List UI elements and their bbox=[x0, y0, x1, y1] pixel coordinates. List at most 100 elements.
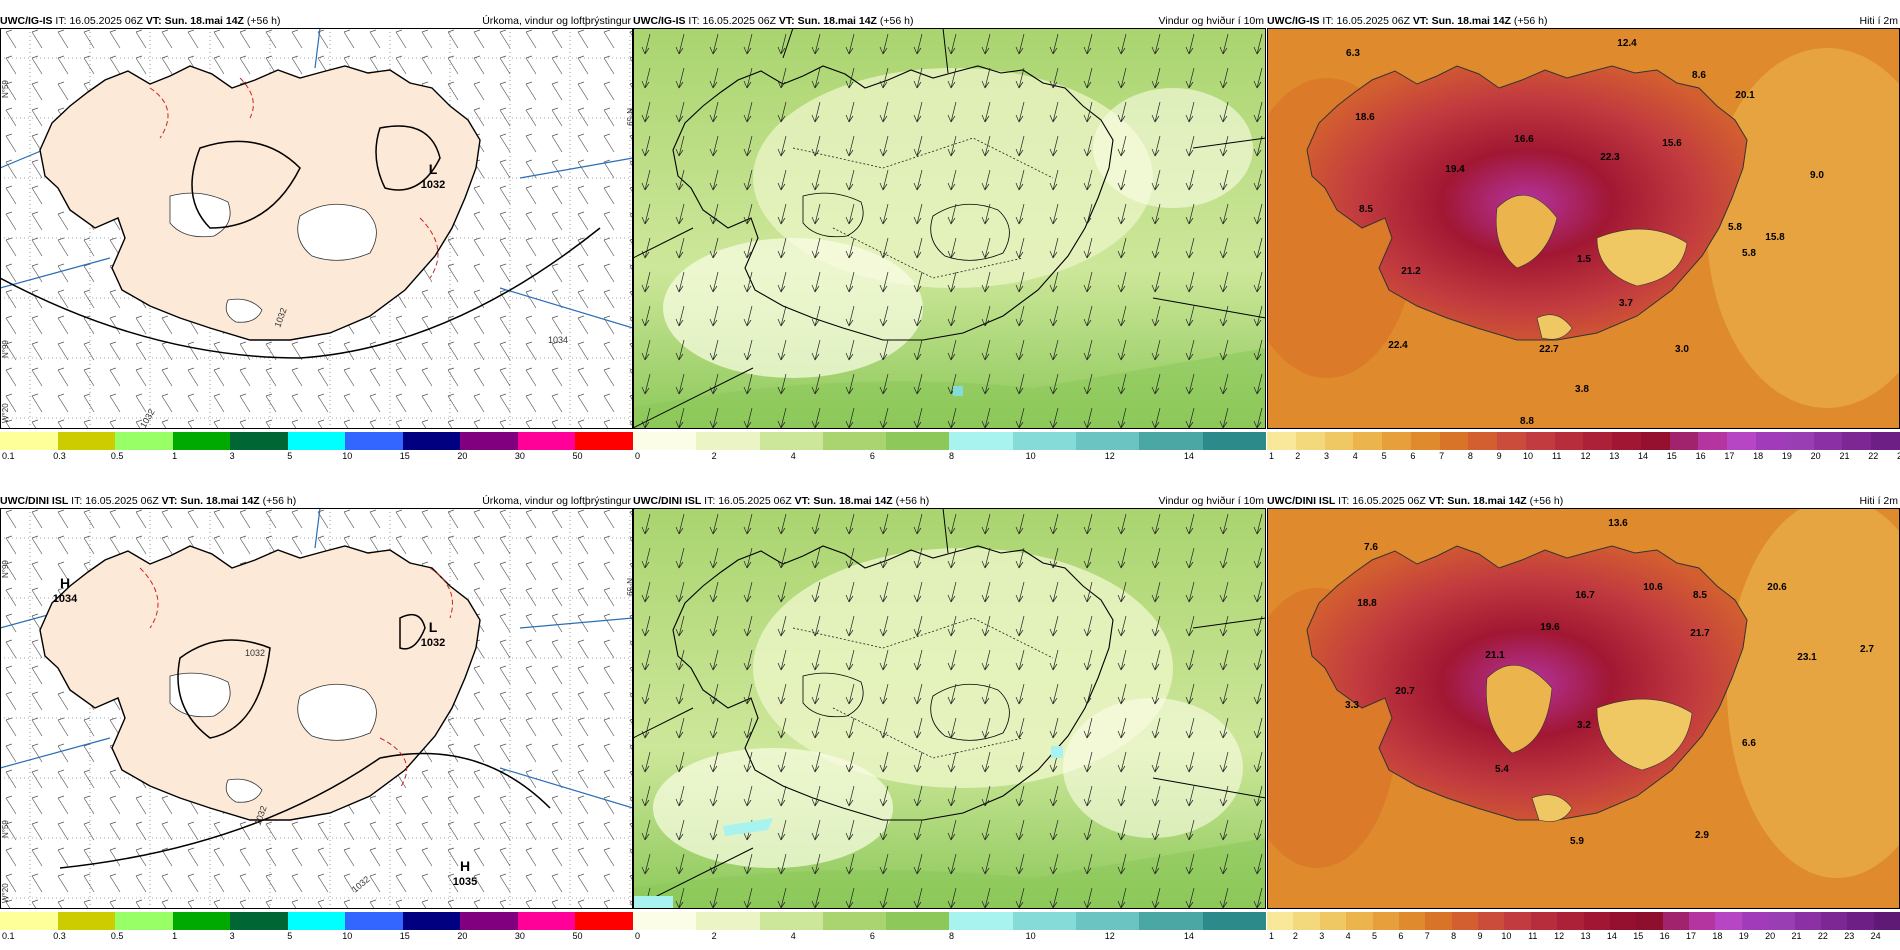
colorbar-swatch bbox=[1820, 912, 1848, 930]
colorbar-tick-label: 6 bbox=[869, 931, 875, 941]
colorbar-tick-label: 18 bbox=[1712, 931, 1723, 941]
precip-panel-top: UWC/IG-IS IT: 16.05.2025 06Z VT: Sun. 18… bbox=[0, 14, 634, 466]
precip-panel-bottom: UWC/DINI ISL IT: 16.05.2025 06Z VT: Sun.… bbox=[0, 494, 634, 946]
colorbar-swatch bbox=[1319, 912, 1347, 930]
colorbar-tick-label: 4 bbox=[790, 451, 796, 461]
vt-label: VT: bbox=[778, 15, 795, 27]
colorbar-tick-label: 0 bbox=[635, 931, 641, 941]
colorbar-swatch bbox=[115, 432, 173, 450]
colorbar-tick-label: 21 bbox=[1839, 451, 1850, 461]
colorbar-swatch bbox=[1076, 912, 1140, 930]
colorbar-swatch bbox=[345, 912, 403, 930]
temp-labels: 12.4 6.3 8.6 18.6 20.1 16.6 15.6 19.4 22.3 9.0 8.5… bbox=[1346, 38, 1824, 427]
temp-value-label: 5.9 bbox=[1570, 836, 1584, 847]
temp-value-label: 3.7 bbox=[1619, 298, 1633, 309]
pressure-center-letter: H bbox=[60, 575, 70, 591]
lat-label: N°59 bbox=[1, 820, 10, 838]
temp-value-label: 9.0 bbox=[1810, 170, 1824, 181]
colorbar-swatch bbox=[575, 912, 634, 930]
it-value: 16.05.2025 06Z bbox=[85, 495, 159, 507]
temp-value-label: 5.4 bbox=[1495, 764, 1509, 775]
temp-value-label: 22.7 bbox=[1539, 344, 1559, 355]
colorbar-swatch bbox=[1689, 912, 1716, 930]
colorbar-tick-label: 15 bbox=[1666, 451, 1677, 461]
precip-colorbar-ticks: 0.1 0.3 0.5 1 3 5 10 15 20 30 50 bbox=[0, 931, 633, 943]
colorbar-tick-label: 7 bbox=[1424, 931, 1430, 941]
pressure-center-value: 1032 bbox=[421, 179, 445, 191]
temp-value-label: 21.2 bbox=[1401, 266, 1421, 277]
colorbar-swatch bbox=[402, 912, 461, 930]
colorbar-swatch bbox=[1346, 912, 1373, 930]
colorbar-tick-label: 19 bbox=[1781, 451, 1792, 461]
colorbar-tick-label: 4 bbox=[1345, 931, 1351, 941]
colorbar-tick-label: 3 bbox=[1324, 451, 1330, 461]
lead-time: (+56 h) bbox=[895, 495, 930, 507]
colorbar-tick-label: 0.3 bbox=[53, 451, 66, 461]
colorbar-tick-label: 10 bbox=[1501, 931, 1512, 941]
temp-value-label: 5.8 bbox=[1742, 248, 1756, 259]
it-value: 16.05.2025 06Z bbox=[1336, 15, 1410, 27]
colorbar-swatch bbox=[949, 912, 1013, 930]
temp-map[interactable]: 13.6 7.6 10.6 18.8 16.7 8.5 20.6 19.6 21.7 2.7 21.… bbox=[1267, 508, 1900, 908]
pressure-center-letter: L bbox=[429, 619, 438, 635]
colorbar-tick-label: 8 bbox=[1451, 931, 1457, 941]
temp-value-label: 21.1 bbox=[1485, 650, 1505, 661]
colorbar-tick-label: 4 bbox=[790, 931, 796, 941]
panel-header: UWC/DINI ISL IT: 16.05.2025 06Z VT: Sun.… bbox=[1267, 494, 1900, 508]
colorbar-swatch bbox=[1612, 432, 1641, 450]
colorbar-swatch bbox=[287, 912, 346, 930]
wind-map[interactable] bbox=[633, 28, 1266, 428]
precip-colorbar bbox=[0, 432, 634, 450]
colorbar-swatch bbox=[1398, 912, 1426, 930]
pressure-center-letter: H bbox=[460, 858, 470, 874]
colorbar-swatch bbox=[1324, 432, 1354, 450]
colorbar-swatch bbox=[886, 432, 950, 450]
colorbar-swatch bbox=[1669, 432, 1699, 450]
colorbar-swatch bbox=[822, 432, 887, 450]
colorbar-swatch bbox=[230, 912, 288, 930]
colorbar-tick-label: 1 bbox=[172, 451, 178, 461]
temp-value-label: 20.6 bbox=[1767, 582, 1787, 593]
lead-time: (+56 h) bbox=[1529, 495, 1564, 507]
lead-time: (+56 h) bbox=[262, 495, 297, 507]
wind-panel-top: UWC/IG-IS IT: 16.05.2025 06Z VT: Sun. 18… bbox=[633, 14, 1266, 466]
colorbar-swatch bbox=[1012, 912, 1077, 930]
colorbar-tick-label: 1 bbox=[172, 931, 178, 941]
colorbar-swatch bbox=[1842, 432, 1872, 450]
colorbar-swatch bbox=[1295, 432, 1325, 450]
temp-value-label: 18.6 bbox=[1355, 112, 1375, 123]
pressure-center-value: 1034 bbox=[53, 593, 78, 605]
lead-time: (+56 h) bbox=[1513, 15, 1548, 27]
temp-value-label: 2.9 bbox=[1695, 830, 1709, 841]
panel-title: Hiti í 2m bbox=[1859, 495, 1898, 507]
colorbar-tick-label: 0.5 bbox=[110, 931, 124, 941]
precip-map[interactable]: H 1034 L 1032 H 1035 1032 1032 1032 N°99… bbox=[0, 508, 633, 908]
colorbar-swatch bbox=[696, 912, 760, 930]
colorbar-tick-label: 2 bbox=[1295, 451, 1301, 461]
colorbar-swatch bbox=[575, 432, 634, 450]
colorbar-swatch bbox=[517, 912, 576, 930]
colorbar-swatch bbox=[633, 912, 697, 930]
colorbar-tick-label: 16 bbox=[1659, 931, 1670, 941]
colorbar-swatch bbox=[1636, 912, 1663, 930]
precip-map[interactable]: L 1032 1034 1032 1032 N°59 N°59 N°99 W°2… bbox=[0, 28, 633, 428]
colorbar-tick-label: 20 bbox=[1765, 931, 1776, 941]
temp-value-label: 3.0 bbox=[1675, 344, 1689, 355]
colorbar-swatch bbox=[1715, 912, 1742, 930]
panel-header: UWC/IG-IS IT: 16.05.2025 06Z VT: Sun. 18… bbox=[633, 14, 1266, 28]
temp-map[interactable]: 12.4 6.3 8.6 18.6 20.1 16.6 15.6 19.4 22.3 9.0 8.5… bbox=[1267, 28, 1900, 428]
colorbar-tick-label: 20 bbox=[457, 451, 468, 461]
colorbar-swatch bbox=[1202, 912, 1266, 930]
colorbar-tick-label: 20 bbox=[457, 931, 468, 941]
wind-colorbar-ticks: 0 2 4 6 8 10 12 14 bbox=[633, 451, 1266, 463]
colorbar-swatch bbox=[1382, 432, 1411, 450]
colorbar-tick-label: 14 bbox=[1183, 451, 1194, 461]
wind-map[interactable] bbox=[633, 508, 1266, 908]
colorbar-tick-label: 13 bbox=[1609, 451, 1620, 461]
model-name: UWC/DINI ISL bbox=[1267, 495, 1336, 507]
colorbar-swatch bbox=[1267, 432, 1296, 450]
panel-title: Vindur og hviður í 10m bbox=[1158, 15, 1264, 27]
model-name: UWC/DINI ISL bbox=[633, 495, 702, 507]
vt-value: Sun. 18.mai 14Z bbox=[164, 15, 244, 27]
